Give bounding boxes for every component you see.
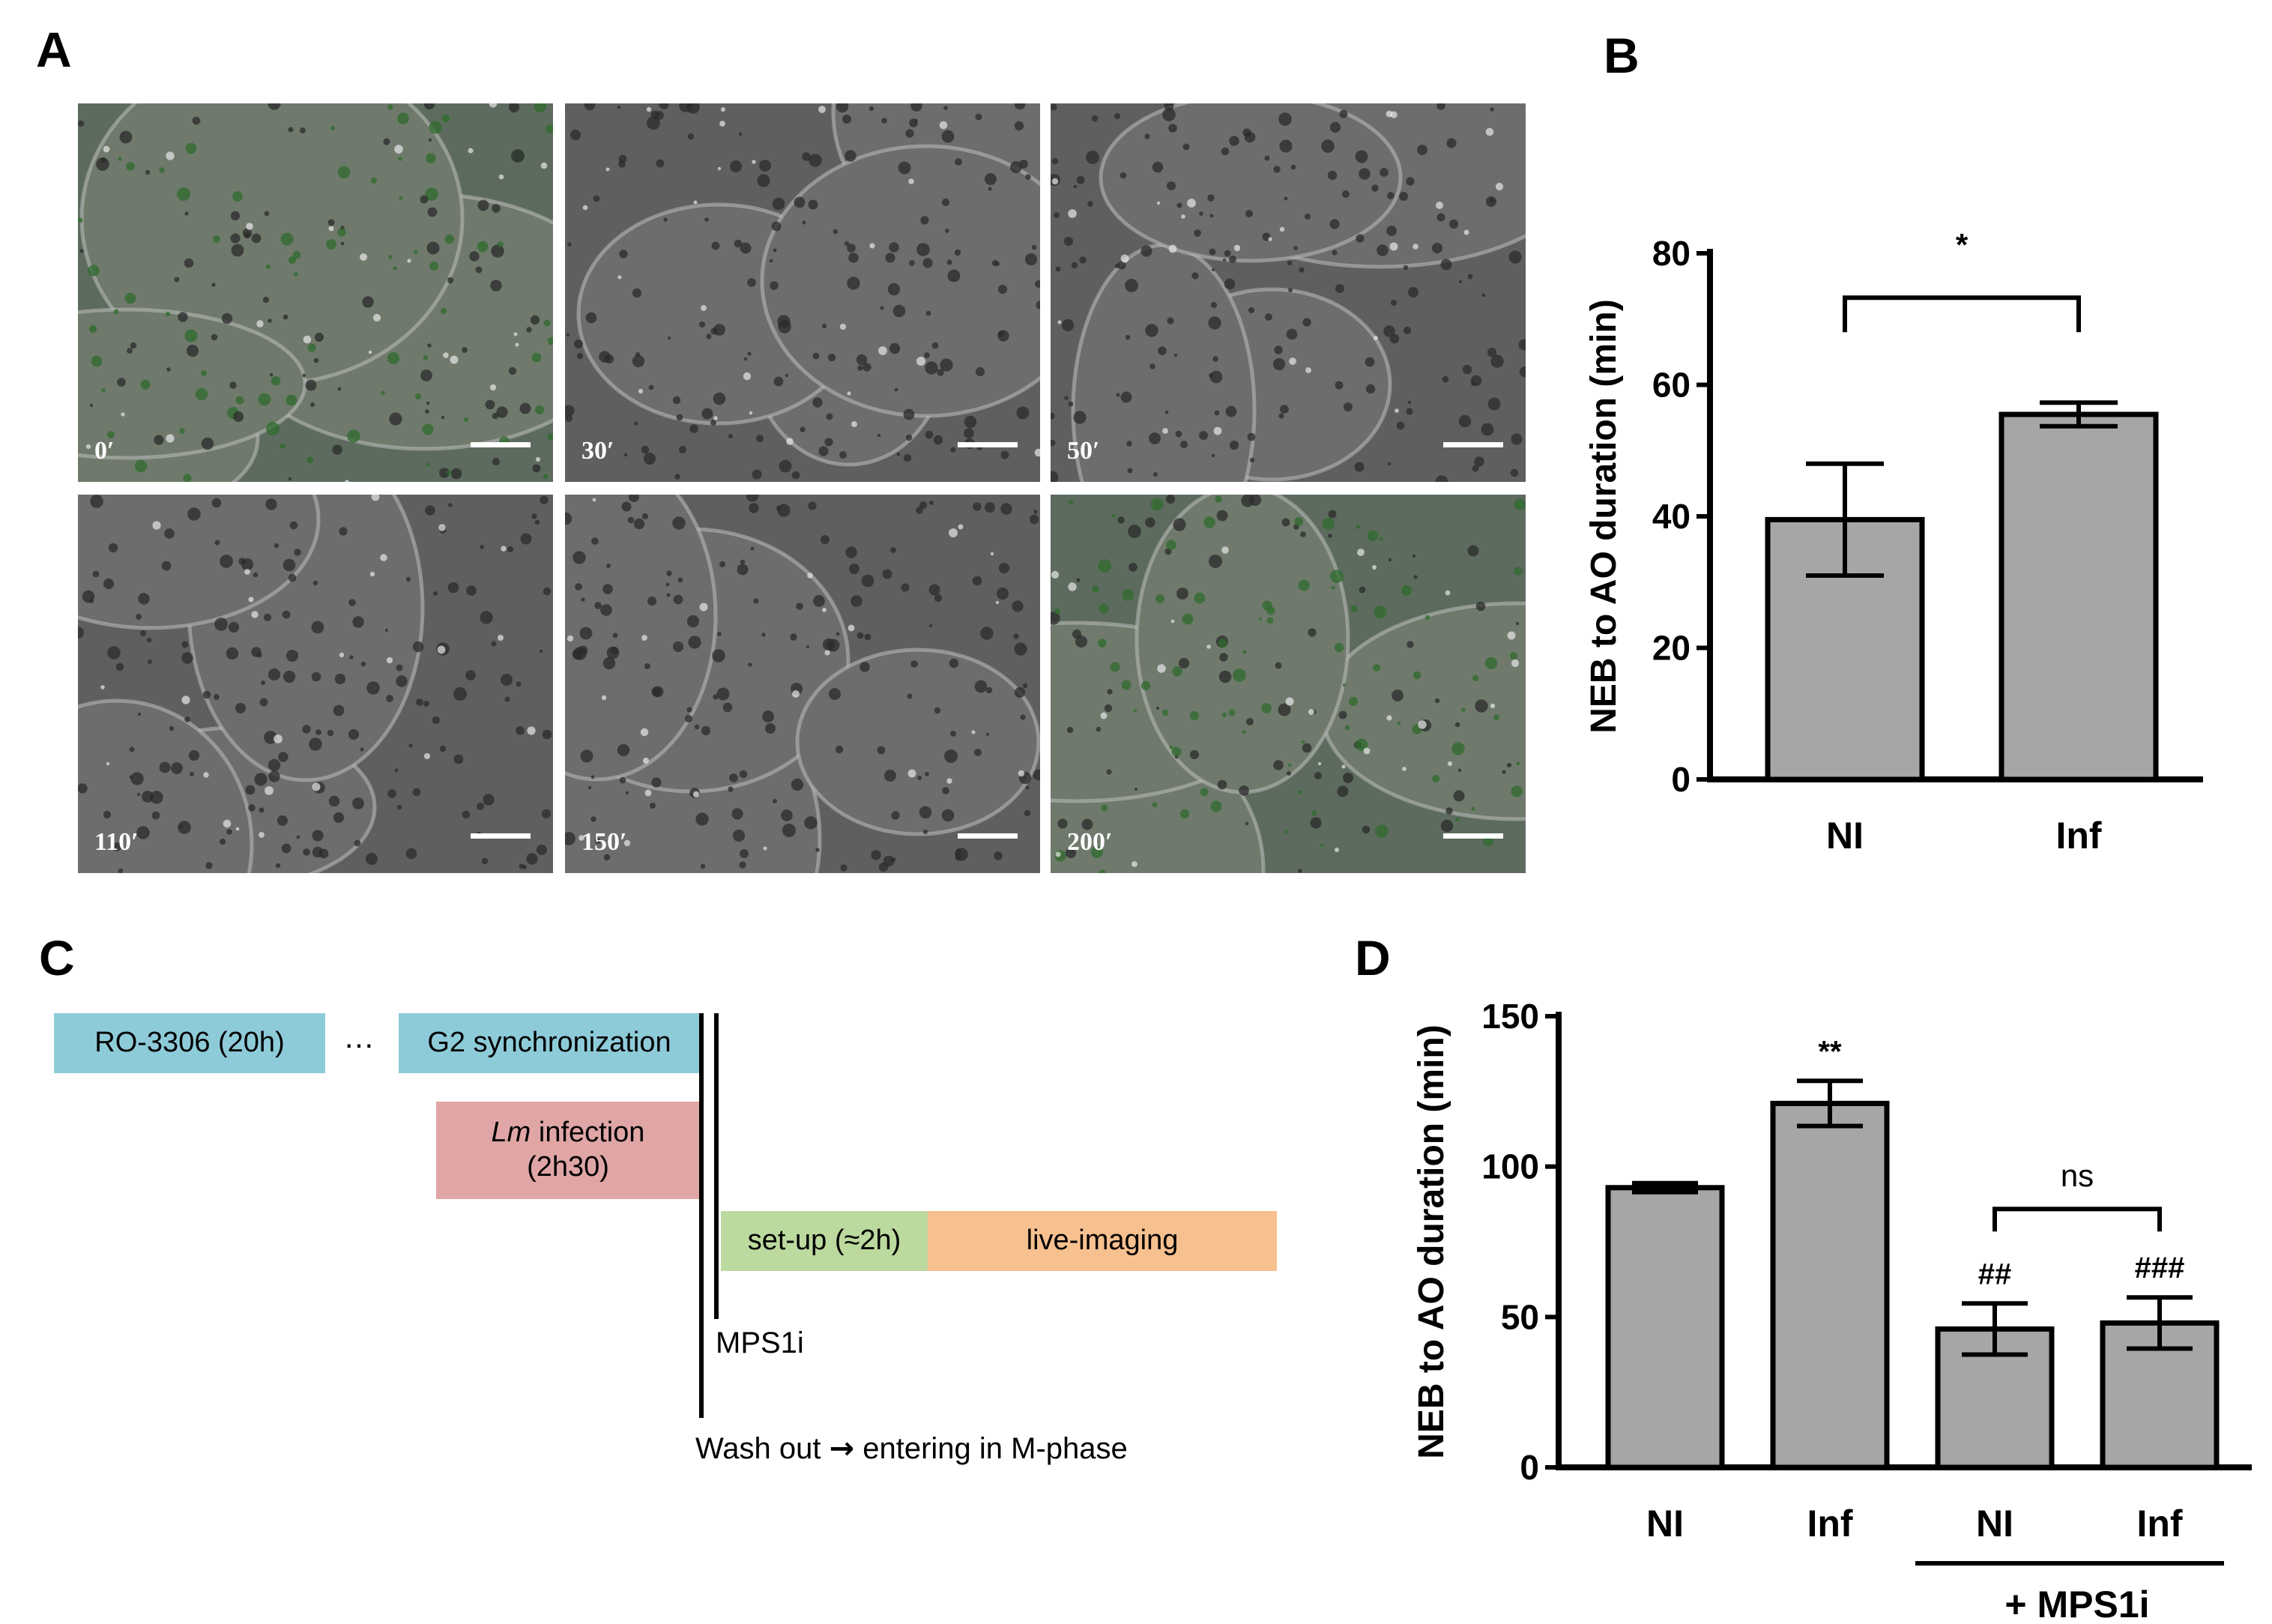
y-tick-label: 80 bbox=[1652, 234, 1691, 273]
timeline-live-label: live-imaging bbox=[1026, 1225, 1179, 1257]
timeline-lm-italic: Lm bbox=[491, 1117, 531, 1149]
micrograph-time-label: 150′ bbox=[581, 828, 627, 856]
timeline-washout-b: entering in M-phase bbox=[862, 1432, 1128, 1465]
micrograph-1: 0′ bbox=[78, 103, 553, 482]
micrograph-time-label: 0′ bbox=[94, 437, 115, 465]
timeline-lm-line1: Lm infection bbox=[492, 1116, 645, 1150]
comparison-bracket bbox=[1992, 1207, 2162, 1232]
timeline-washout-a: Wash out bbox=[695, 1432, 821, 1465]
bar bbox=[1770, 1100, 1890, 1470]
comparison-label: * bbox=[1956, 227, 1969, 262]
chart-b: 0 20 40 60 80 NEB to AO duration (min) NI Inf * bbox=[1584, 227, 2203, 857]
bar bbox=[1605, 1185, 1725, 1470]
micrograph-time-label: 200′ bbox=[1067, 828, 1113, 856]
scale-bar bbox=[1443, 442, 1503, 447]
scale-bar bbox=[1443, 833, 1503, 839]
y-tick-label: 40 bbox=[1652, 497, 1691, 536]
y-tick-label: 150 bbox=[1481, 997, 1539, 1036]
chart-d: 0 50 100 150 NEB to AO duration (min) NI Inf **… bbox=[1412, 997, 2252, 1624]
panel-label-c: C bbox=[39, 930, 75, 985]
y-tick-label: 0 bbox=[1671, 760, 1691, 799]
micrograph-time-label: 50′ bbox=[1067, 437, 1100, 465]
micrograph-time-label: 30′ bbox=[581, 437, 614, 465]
x-tick-label: Inf bbox=[2055, 815, 2101, 857]
y-tick-label: 60 bbox=[1652, 366, 1691, 405]
x-tick-label: NI bbox=[1826, 815, 1864, 857]
significance-label: ### bbox=[2135, 1252, 2185, 1285]
timeline-ellipsis: … bbox=[343, 1019, 375, 1054]
micrograph-time-label: 110′ bbox=[94, 828, 139, 856]
y-tick-label: 20 bbox=[1652, 629, 1691, 668]
timeline-g2-label: G2 synchronization bbox=[427, 1027, 671, 1059]
scale-bar bbox=[958, 833, 1018, 839]
x-tick-label: NI bbox=[1976, 1503, 2013, 1545]
micrograph-6: 200′ bbox=[1051, 495, 1526, 873]
significance-label: ## bbox=[1978, 1258, 2012, 1291]
timeline-lm-box: Lm infection (2h30) bbox=[436, 1102, 700, 1199]
y-tick-label: 50 bbox=[1501, 1297, 1539, 1336]
comparison-bracket bbox=[1843, 295, 2081, 333]
panel-label-d: D bbox=[1355, 930, 1391, 985]
micrograph-4: 110′ bbox=[78, 495, 553, 873]
x-tick-label: Inf bbox=[1807, 1503, 1852, 1545]
scale-bar bbox=[471, 442, 531, 447]
timeline-setup-box: set-up (≈2h) bbox=[721, 1211, 928, 1271]
timeline-live-box: live-imaging bbox=[928, 1211, 1277, 1271]
micrograph-2: 30′ bbox=[565, 103, 1040, 482]
y-tick-label: 0 bbox=[1520, 1448, 1539, 1487]
timeline-washout-label: Wash out → entering in M-phase bbox=[695, 1431, 1128, 1466]
timeline-lm-rest: infection bbox=[531, 1117, 645, 1149]
significance-label: ** bbox=[1818, 1035, 1842, 1068]
y-axis-label: NEB to AO duration (min) bbox=[1584, 299, 1624, 734]
bar bbox=[1998, 411, 2159, 782]
y-tick-label: 100 bbox=[1481, 1147, 1539, 1186]
timeline-washout-arrow: → bbox=[829, 1431, 855, 1466]
timeline-mps1i-line bbox=[714, 1013, 719, 1319]
y-axis-label: NEB to AO duration (min) bbox=[1412, 1024, 1451, 1459]
timeline-ro3306-label: RO-3306 (20h) bbox=[94, 1027, 285, 1059]
x-tick-label: NI bbox=[1646, 1503, 1684, 1545]
timeline-ro3306-box: RO-3306 (20h) bbox=[54, 1013, 325, 1073]
timeline-g2-box: G2 synchronization bbox=[399, 1013, 700, 1073]
group-label: + MPS1i bbox=[2004, 1584, 2149, 1624]
x-tick-label: Inf bbox=[2136, 1503, 2182, 1545]
panel-label-b: B bbox=[1604, 28, 1640, 83]
timeline-setup-label: set-up (≈2h) bbox=[747, 1225, 901, 1257]
timeline-mps1i-label: MPS1i bbox=[716, 1326, 804, 1359]
scale-bar bbox=[471, 833, 531, 839]
micrograph-3: 50′ bbox=[1051, 103, 1526, 482]
timeline-washout-line bbox=[699, 1013, 704, 1418]
timeline-lm-duration: (2h30) bbox=[527, 1151, 609, 1183]
panel-label-a: A bbox=[36, 22, 72, 77]
micrograph-5: 150′ bbox=[565, 495, 1040, 873]
comparison-label: ns bbox=[2061, 1158, 2094, 1193]
scale-bar bbox=[958, 442, 1018, 447]
